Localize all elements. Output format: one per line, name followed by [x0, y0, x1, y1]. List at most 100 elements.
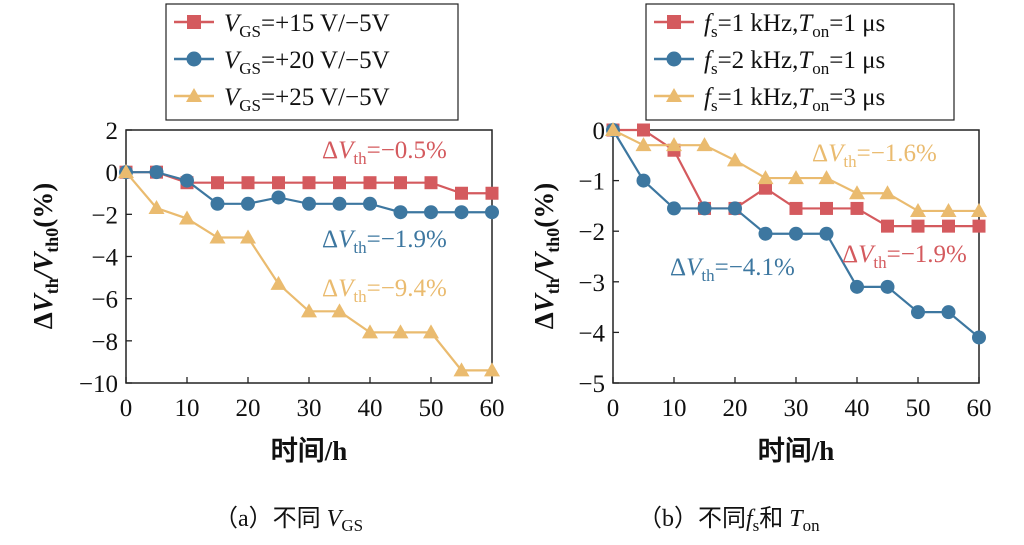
chart-a-series-3-point [484, 362, 500, 377]
chart-b-series-1-point [881, 219, 894, 233]
chart-a-series-2-point [332, 196, 347, 211]
chart-a-series-3-point [392, 324, 409, 339]
chart-b-series-3-point [635, 137, 652, 152]
chart-b-y-tick-label: −2 [578, 219, 605, 246]
chart-b-series-1-point [759, 181, 772, 195]
chart-a-x-tick-label: 60 [480, 395, 505, 422]
chart-b-series-1-point [820, 201, 833, 215]
chart-b-series-2-point [636, 173, 651, 188]
chart-b-series-1-point [972, 219, 986, 233]
chart-b-y-axis-label: ΔVth/Vth0(%) [529, 183, 563, 329]
chart-b-series-3-point [605, 122, 621, 136]
chart-a-x-tick-label: 50 [419, 395, 444, 422]
chart-a-legend-label-2: VGS=+20 V/−5V [224, 47, 390, 78]
chart-b-series-2-point [880, 279, 895, 294]
chart-a-legend-label-3: VGS=+25 V/−5V [224, 84, 390, 115]
chart-b-legend-label-3: fs=1 kHz,Ton=3 μs [704, 84, 885, 115]
chart-a-series-3-point [331, 303, 348, 318]
chart-a-legend-marker-3 [186, 88, 202, 102]
chart-b-series-3-point [757, 170, 774, 185]
chart-a-legend-marker-1 [187, 15, 201, 29]
chart-b-series-2-point [789, 226, 803, 241]
chart-a-series-2-point [302, 196, 316, 211]
chart-b-y-tick-label: −5 [578, 371, 605, 398]
chart-a-series-2-point [454, 205, 469, 220]
chart-a-series-1-point [272, 176, 285, 190]
chart-a-series-1-point [455, 186, 468, 200]
chart-b-series-3-point [788, 170, 804, 185]
chart-b-series-2-point [911, 305, 925, 320]
chart-b-x-tick-label: 40 [845, 395, 870, 422]
chart-a-series-1-point [241, 176, 255, 190]
chart-a-legend-marker-2 [186, 51, 202, 67]
chart-b-series-2-point [972, 330, 986, 345]
chart-a-x-tick-label: 0 [120, 395, 133, 422]
chart-b-series-3-point [727, 152, 743, 167]
chart-b-y-tick-label: −4 [578, 320, 605, 347]
chart-a-legend: VGS=+15 V/−5V VGS=+20 V/−5V VGS=+25 V/−5… [165, 3, 459, 121]
chart-a-legend-entry-3: VGS=+25 V/−5V [174, 84, 390, 115]
chart-a-legend-box [165, 3, 459, 121]
chart-a-series-3-point [240, 229, 256, 244]
chart-a-plot-frame [125, 129, 493, 384]
chart-b-series-1-point [911, 219, 925, 233]
chart-a-series-3-point [453, 362, 470, 377]
chart-b-series-2-point [941, 305, 956, 320]
chart-b-annotation-1: ΔVth=−1.6% [812, 140, 937, 171]
chart-b-legend-entry-2: fs=2 kHz,Ton=1 μs [654, 47, 885, 78]
chart-a-series-1-point [302, 176, 316, 190]
chart-b-caption: （b）不同fs和 Ton [638, 505, 820, 535]
chart-a-series-2-point [271, 190, 286, 205]
chart-b-annotation-2: ΔVth=−4.1% [670, 254, 795, 285]
chart-a-legend-entry-1: VGS=+15 V/−5V [174, 10, 390, 41]
chart-a-series-2-point [241, 196, 255, 211]
chart-b-legend-box [645, 3, 955, 121]
chart-a-series-3-point [148, 200, 165, 215]
chart-b-y-tick-label: 0 [593, 118, 606, 145]
chart-a-series-1-point [363, 176, 377, 190]
chart-b-legend-label-2: fs=2 kHz,Ton=1 μs [704, 47, 885, 78]
chart-a-series-1-point [424, 176, 438, 190]
chart-b-legend-label-1: fs=1 kHz,Ton=1 μs [704, 10, 885, 41]
chart-b-y-tick-label: −3 [578, 270, 605, 297]
chart-a-y-axis-label: ΔVth/Vth0(%) [28, 183, 62, 329]
chart-b-series-1-point [850, 201, 864, 215]
chart-a-series-2-point [180, 173, 194, 188]
chart-b-legend-marker-2 [666, 51, 682, 67]
chart-a-legend-entry-2: VGS=+20 V/−5V [174, 47, 390, 78]
chart-a-series-2-point [149, 165, 164, 180]
chart-b-series-3-point [940, 202, 957, 217]
chart-a-y-tick-label: −6 [91, 287, 118, 314]
chart-b-legend-marker-3 [666, 88, 682, 102]
chart-b: 0 10 20 30 40 50 60 0 −1 −2 −3 −4 −5 fs=1 kHz,Ton=1 … [529, 3, 992, 535]
chart-a-series-2-point [485, 205, 499, 220]
chart-a-y-tick-label: 2 [106, 118, 119, 145]
chart-a-series-1-point [394, 176, 407, 190]
chart-b-series-3-point [818, 170, 835, 185]
chart-a-series-1-point [333, 176, 346, 190]
chart-b-series-2-point [697, 201, 712, 216]
chart-b-x-tick-label: 30 [784, 395, 809, 422]
chart-a-y-tick-label: 0 [106, 160, 119, 187]
chart-b-series-3-point [696, 137, 713, 152]
chart-a-x-tick-label: 40 [358, 395, 383, 422]
chart-a-series-1-point [485, 186, 499, 200]
chart-a-x-axis-label: 时间/h [271, 436, 348, 466]
chart-a-annotation-3: ΔVth=−9.4% [322, 275, 447, 306]
chart-a-legend-label-1: VGS=+15 V/−5V [224, 10, 390, 41]
chart-b-annotation-3: ΔVth=−1.9% [842, 241, 967, 272]
chart-a-series-3-point [209, 229, 226, 244]
chart-a-x-tick-label: 10 [175, 395, 200, 422]
chart-b-x-tick-label: 20 [723, 395, 748, 422]
chart-b-series-3-point [971, 202, 987, 217]
chart-a-series-3-point [118, 164, 134, 179]
chart-b-series-2-point [819, 226, 834, 241]
chart-b-series-2-point [850, 279, 864, 294]
chart-a-series-2-point [393, 205, 408, 220]
chart-b-series-3-point [849, 185, 865, 200]
chart-a-y-tick-label: −4 [91, 245, 118, 272]
chart-b-series-3-point [666, 137, 682, 152]
chart-b-x-axis-label: 时间/h [758, 436, 835, 466]
